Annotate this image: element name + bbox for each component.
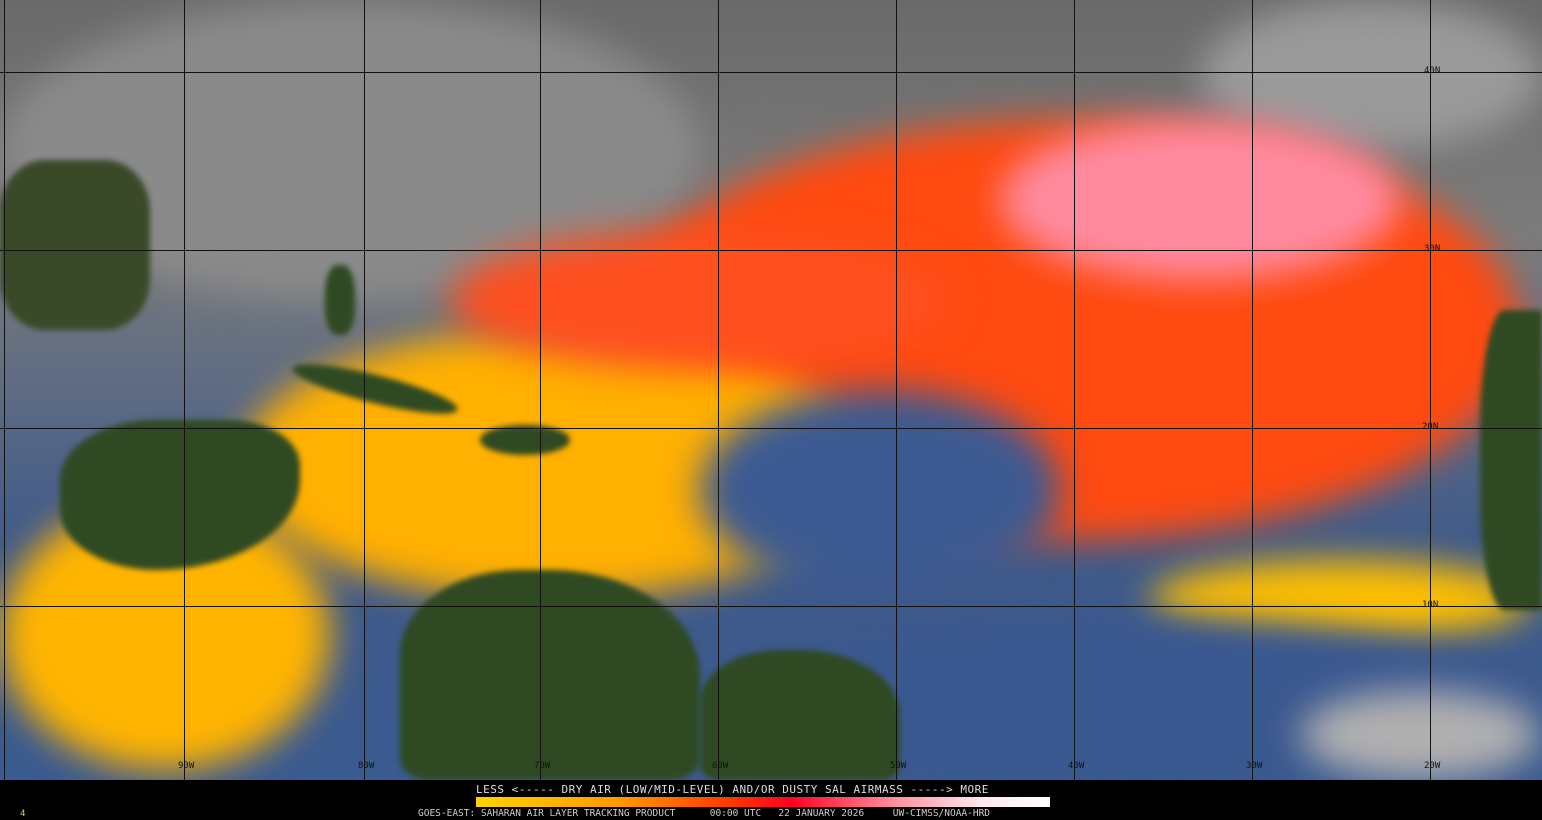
- meridian-line: [718, 0, 719, 780]
- land-mexico: [0, 160, 150, 330]
- land-hispaniola: [480, 425, 570, 455]
- legend-title: LESS <----- DRY AIR (LOW/MID-LEVEL) AND/…: [476, 783, 989, 796]
- credit: UW-CIMSS/NOAA-HRD: [892, 808, 991, 819]
- dry-air-region: [1000, 120, 1400, 280]
- meridian-line: [184, 0, 185, 780]
- valid-time: 00:00 UTC: [709, 808, 762, 819]
- land-south-america: [400, 570, 700, 780]
- meridian-line: [4, 0, 5, 780]
- cloud-region: [1300, 690, 1540, 780]
- meridian-line: [540, 0, 541, 780]
- meridian-line: [896, 0, 897, 780]
- longitude-label: 60W: [712, 761, 729, 771]
- valid-date: 22 JANUARY 2026: [778, 808, 865, 819]
- longitude-label: 90W: [178, 761, 195, 771]
- frame-number: 4: [20, 809, 26, 819]
- parallel-line: [0, 72, 1542, 73]
- latitude-label: 20N: [1422, 422, 1439, 432]
- land-south-america: [700, 650, 900, 780]
- parallel-line: [0, 606, 1542, 607]
- color-scale: [476, 797, 1050, 807]
- satellite-map: 40N 30N 20N 10N 90W 80W 70W 60W 50W 40W …: [0, 0, 1542, 780]
- latitude-label: 10N: [1422, 600, 1439, 610]
- meridian-line: [1252, 0, 1253, 780]
- latitude-label: 30N: [1424, 244, 1441, 254]
- longitude-label: 70W: [534, 761, 551, 771]
- meridian-line: [364, 0, 365, 780]
- moist-region: [700, 390, 1060, 590]
- product-name: GOES-EAST: SAHARAN AIR LAYER TRACKING PR…: [418, 808, 676, 819]
- meridian-line: [1430, 0, 1431, 780]
- dry-air-region: [450, 230, 950, 370]
- latitude-label: 40N: [1424, 66, 1441, 76]
- parallel-line: [0, 250, 1542, 251]
- longitude-label: 50W: [890, 761, 907, 771]
- product-footer: GOES-EAST: SAHARAN AIR LAYER TRACKING PR…: [418, 808, 990, 819]
- longitude-label: 40W: [1068, 761, 1085, 771]
- land-africa: [1480, 310, 1542, 610]
- land-florida: [325, 265, 355, 335]
- longitude-label: 80W: [358, 761, 375, 771]
- meridian-line: [1074, 0, 1075, 780]
- longitude-label: 30W: [1246, 761, 1263, 771]
- parallel-line: [0, 428, 1542, 429]
- longitude-label: 20W: [1424, 761, 1441, 771]
